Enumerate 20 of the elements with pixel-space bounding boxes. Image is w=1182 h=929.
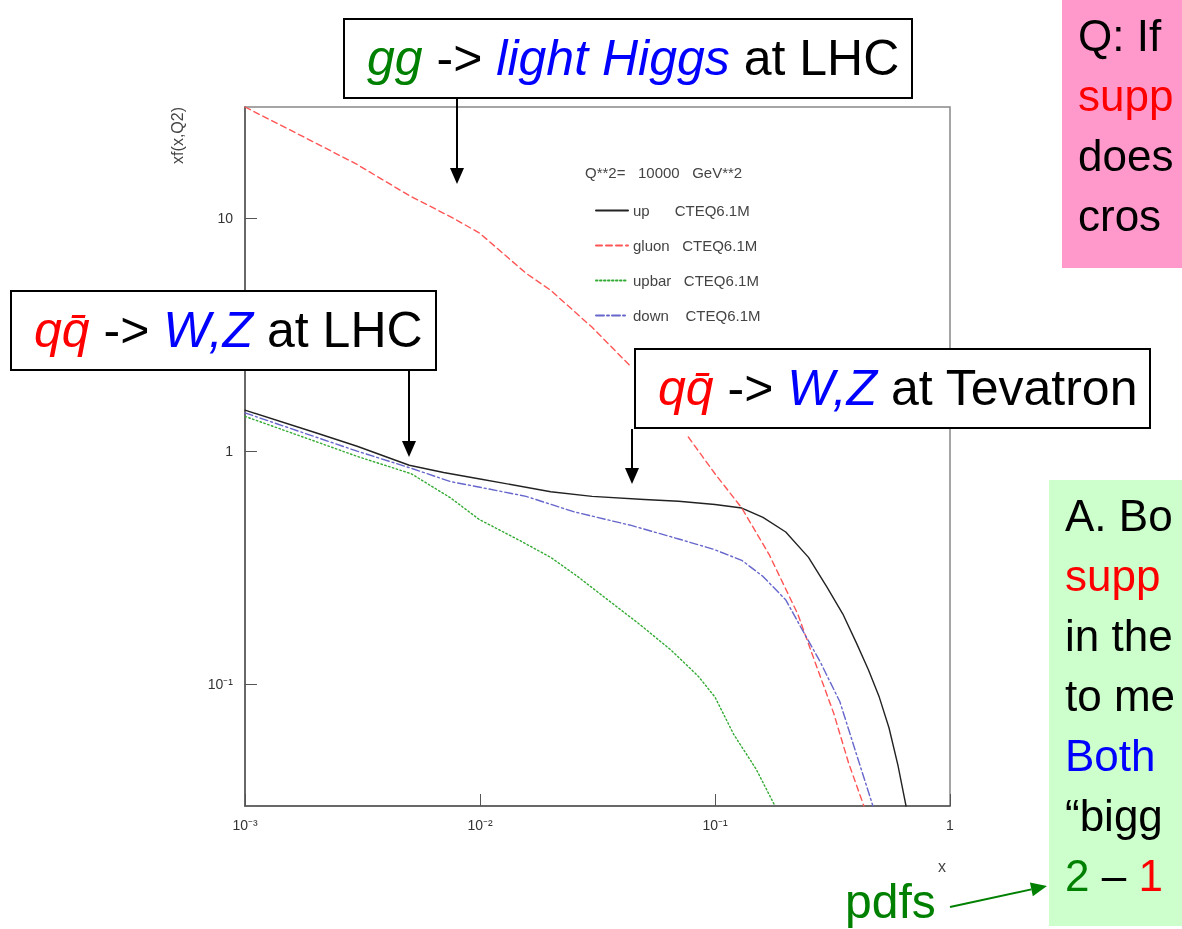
annotation: qq̄ -> W,Z at Tevatron (658, 360, 1138, 416)
text: Q: If supp does cros (1078, 11, 1174, 240)
x-tick-label: 10⁻³ (232, 817, 258, 833)
x-tick-label: 10⁻² (467, 817, 493, 833)
legend-title: Q**2= 10000 GeV**2 (585, 164, 743, 181)
x-axis-title: x (938, 857, 946, 875)
y-tick-label: 1 (225, 443, 234, 460)
y-axis-title: xf(x,Q2) (168, 107, 186, 164)
text: pdfs (845, 875, 936, 928)
text: gg -> light Higgs at LHC (367, 30, 900, 86)
x-tick-label: 1 (946, 817, 955, 833)
legend-label: down CTEQ6.1M (633, 307, 761, 324)
legend-label: up CTEQ6.1M (633, 202, 750, 219)
y-tick-label: 10⁻¹ (207, 676, 234, 693)
legend-label: gluon CTEQ6.1M (633, 237, 758, 254)
annotation: qq̄ -> W,Z at LHC (34, 302, 423, 358)
x-tick-label: 10⁻¹ (702, 817, 728, 833)
y-tick-label: 10 (217, 210, 234, 227)
text: A. Bo supp in the to me Both “bigg 2 – 1 (1065, 491, 1176, 900)
legend-label: upbar CTEQ6.1M (633, 272, 759, 289)
